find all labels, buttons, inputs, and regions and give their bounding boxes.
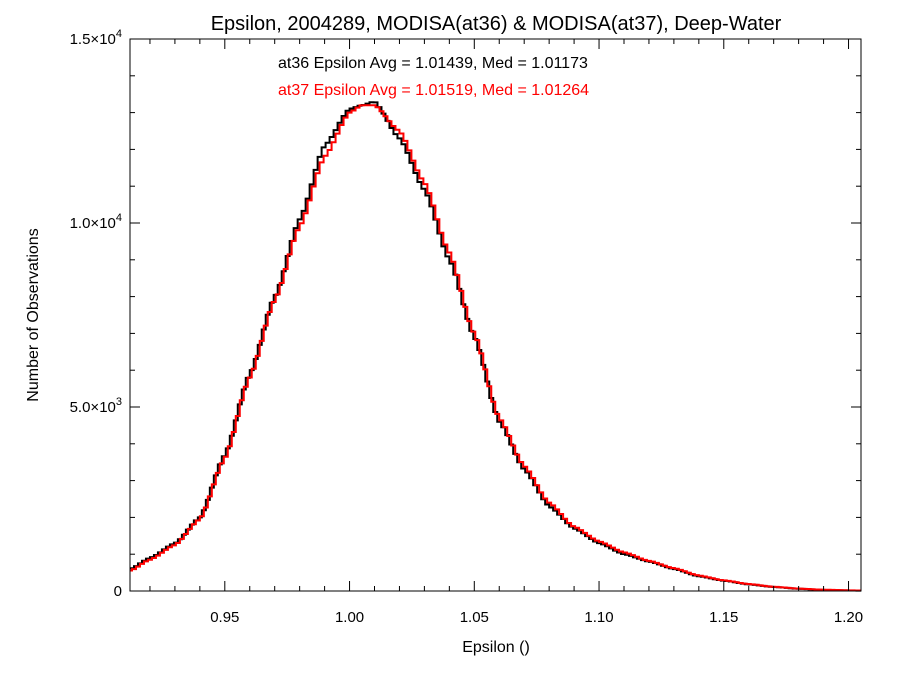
annotation-at36: at36 Epsilon Avg = 1.01439, Med = 1.0117… (278, 55, 588, 72)
annotation-at37: at37 Epsilon Avg = 1.01519, Med = 1.0126… (278, 82, 589, 99)
y-tick-label: 5.0×103 (70, 396, 122, 416)
plot-frame (129, 38, 862, 592)
y-tick-label: 0 (114, 583, 122, 600)
x-tick-label: 1.20 (834, 609, 863, 626)
y-tick-label: 1.0×104 (70, 212, 122, 232)
axis-ticks: 0.95 1.00 1.05 1.10 1.15 1.20 0 5.0×103 1.0×104 1… (70, 28, 864, 626)
x-tick-label: 1.10 (584, 609, 613, 626)
x-tick-label: 1.00 (335, 609, 364, 626)
series-line-at37 (130, 104, 861, 592)
x-tick-label: 1.15 (709, 609, 738, 626)
x-axis-label: Epsilon () (462, 639, 530, 656)
y-axis-label: Number of Observations (25, 228, 42, 401)
x-tick-label: 1.05 (460, 609, 489, 626)
chart-title: Epsilon, 2004289, MODISA(at36) & MODISA(… (211, 13, 782, 35)
x-tick-label: 0.95 (210, 609, 239, 626)
plot-area (130, 101, 862, 592)
y-tick-label: 1.5×104 (70, 28, 122, 48)
